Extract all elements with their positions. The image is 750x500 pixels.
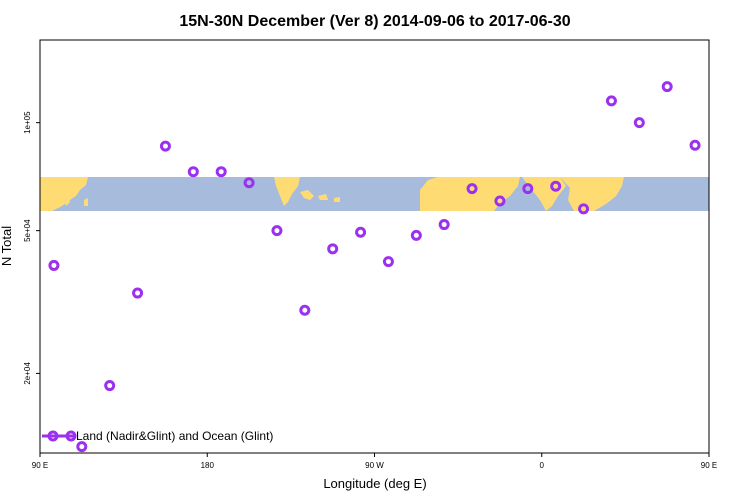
map-land-caribbean bbox=[300, 190, 340, 202]
y-tick-label: 2e+04 bbox=[23, 362, 32, 385]
data-point bbox=[327, 243, 339, 255]
legend-label: Land (Nadir&Glint) and Ocean (Glint) bbox=[76, 429, 273, 443]
data-point bbox=[633, 117, 645, 129]
y-tick-label: 1e+05 bbox=[23, 111, 32, 134]
data-point bbox=[104, 380, 116, 392]
data-point bbox=[215, 166, 227, 178]
y-axis: 2e+04 5e+04 1e+05 bbox=[23, 111, 40, 385]
data-point bbox=[159, 140, 171, 152]
x-axis-label: Longitude (deg E) bbox=[323, 476, 426, 491]
data-points bbox=[48, 81, 701, 453]
data-point bbox=[243, 177, 255, 189]
data-point bbox=[578, 203, 590, 215]
data-point bbox=[466, 183, 478, 195]
data-point bbox=[355, 226, 367, 238]
x-tick-label: 0 bbox=[540, 461, 545, 470]
y-tick-label: 5e+04 bbox=[23, 219, 32, 242]
map-land-east-asia bbox=[560, 177, 624, 211]
data-point bbox=[48, 259, 60, 271]
x-tick-label: 90 E bbox=[701, 461, 717, 470]
data-point bbox=[299, 304, 311, 316]
data-point bbox=[382, 256, 394, 268]
x-tick-label: 180 bbox=[201, 461, 215, 470]
data-point bbox=[132, 287, 144, 299]
x-axis: 90 E 180 90 W 0 90 E bbox=[32, 453, 717, 470]
map-land-india bbox=[522, 177, 566, 211]
x-tick-label: 90 W bbox=[365, 461, 384, 470]
data-point bbox=[76, 441, 88, 453]
x-tick-label: 90 E bbox=[32, 461, 48, 470]
map-land-north-america bbox=[274, 177, 300, 206]
data-point bbox=[522, 183, 534, 195]
data-point bbox=[271, 225, 283, 237]
map-strip bbox=[40, 177, 709, 211]
legend: Land (Nadir&Glint) and Ocean (Glint) bbox=[42, 429, 273, 443]
data-point bbox=[187, 166, 199, 178]
data-point bbox=[550, 180, 562, 192]
y-axis-label: N Total bbox=[0, 226, 14, 266]
legend-marker-left bbox=[47, 430, 59, 442]
data-point bbox=[689, 139, 701, 151]
data-point bbox=[494, 195, 506, 207]
data-point bbox=[410, 229, 422, 241]
data-point bbox=[605, 95, 617, 107]
map-land-asia bbox=[40, 177, 88, 211]
chart-title: 15N-30N December (Ver 8) 2014-09-06 to 2… bbox=[179, 13, 570, 30]
map-land-islands bbox=[64, 196, 88, 206]
legend-marker-right bbox=[65, 430, 77, 442]
data-point bbox=[661, 81, 673, 93]
data-point bbox=[438, 219, 450, 231]
